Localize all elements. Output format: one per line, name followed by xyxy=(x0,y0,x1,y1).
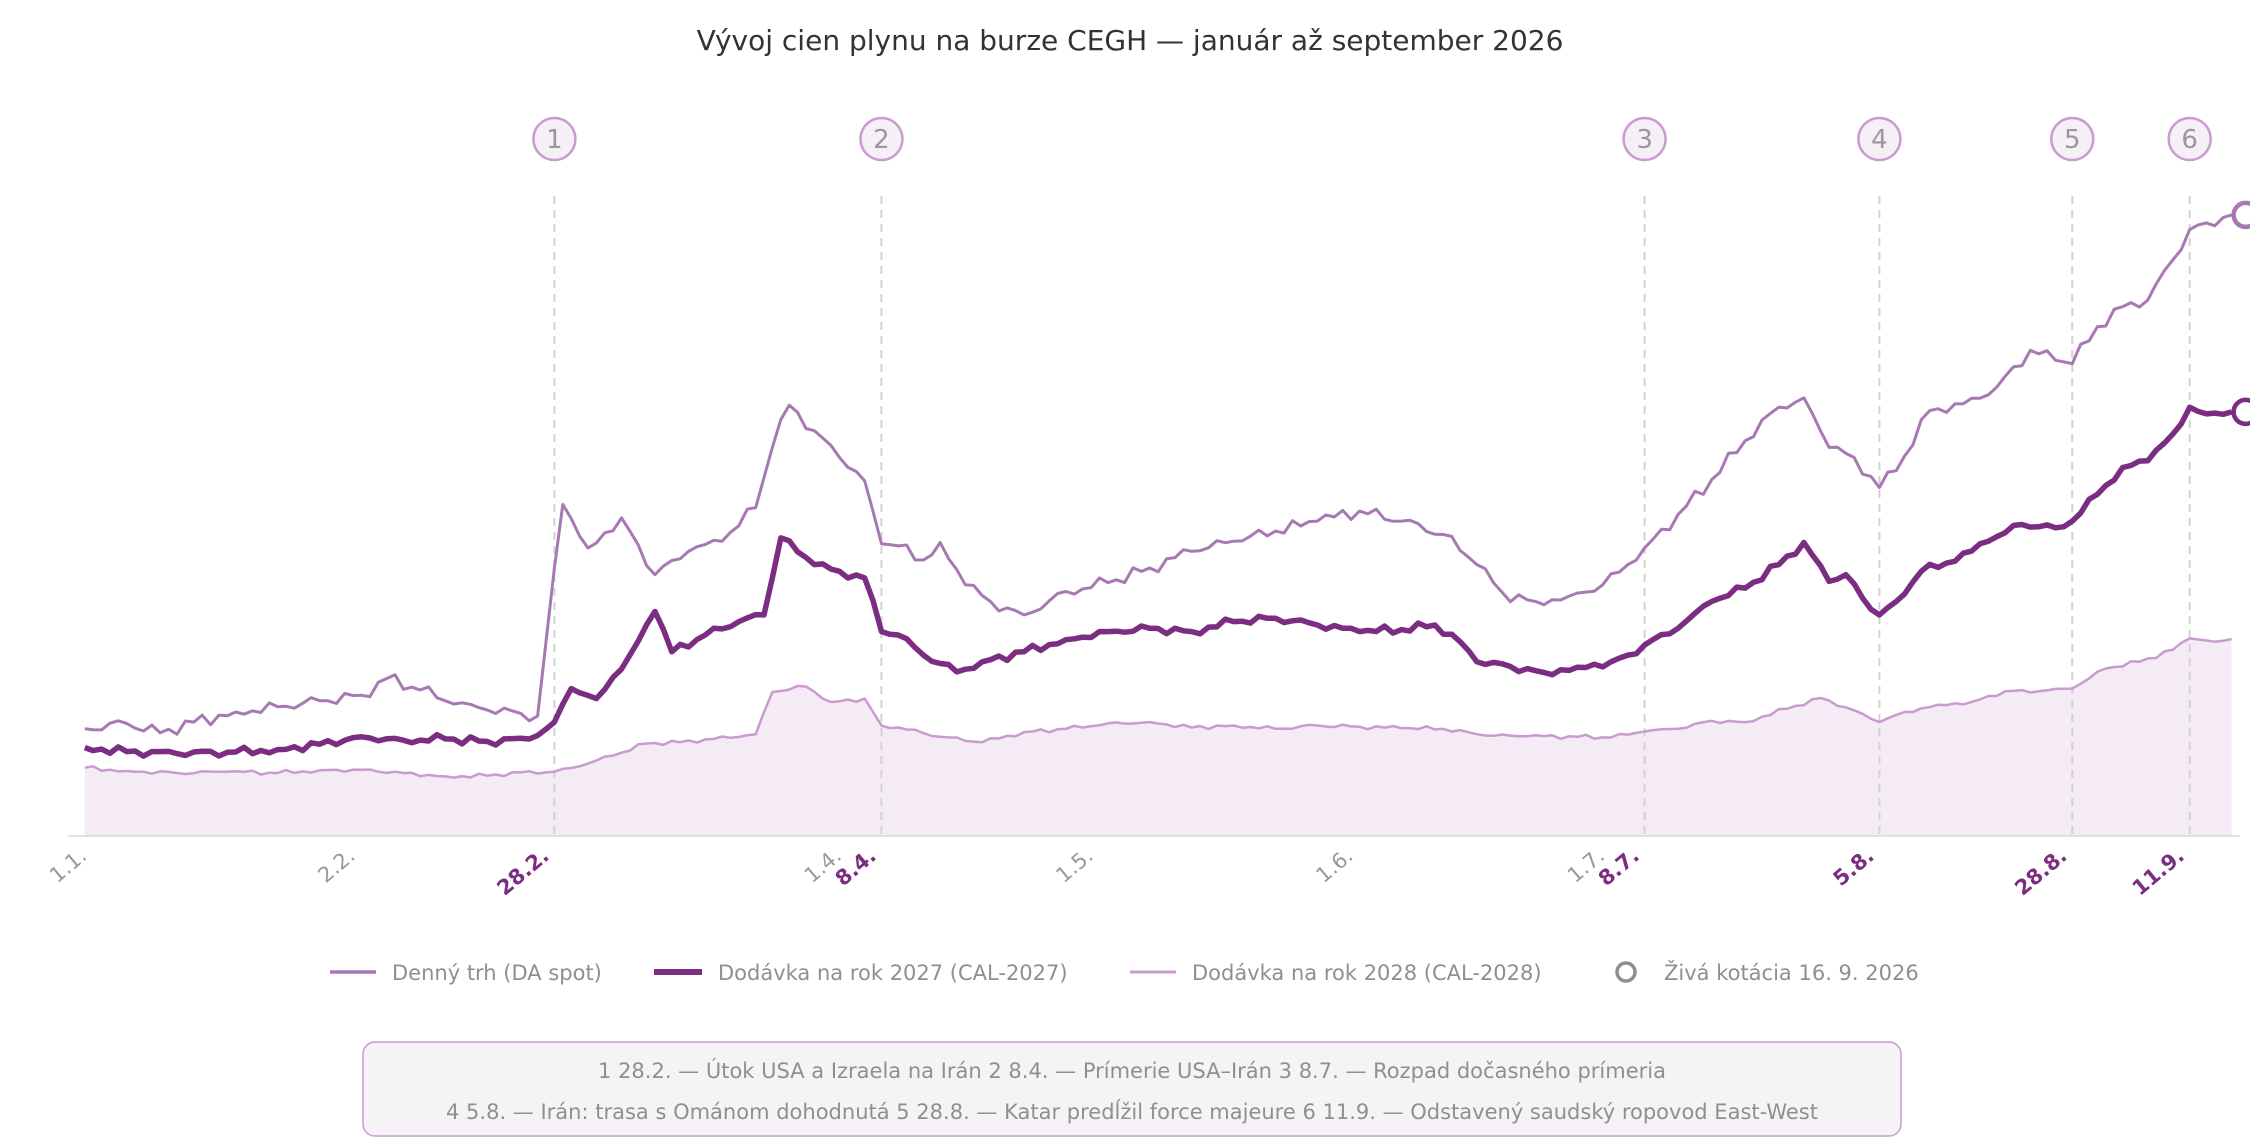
event-marker-number-3: 3 xyxy=(1636,125,1653,155)
event-marker-number-1: 1 xyxy=(546,125,563,155)
da-spot-line xyxy=(84,213,2233,736)
event-marker-circle-1 xyxy=(532,116,577,162)
event-marker-number-6: 6 xyxy=(2181,125,2198,155)
event-notes-line-1: 1 28.2. — Útok USA a Izraela na Irán 2 8… xyxy=(598,1058,1666,1083)
month-tick-label-3: 1.5. xyxy=(1051,843,1097,887)
cal-2027-line xyxy=(83,404,2233,759)
event-tick-label-1: 28.2. xyxy=(492,843,553,900)
x-axis-ticks: 28.2. 8.4. 8.7. 5.8. 28.8. 11.9.1.1. 2.2. 1.4. 1… xyxy=(45,843,2189,900)
legend-label-live-quote: Živá kotácia 16. 9. 2026 xyxy=(1664,960,1919,985)
legend: Denný trh (DA spot) Dodávka na rok 2027 … xyxy=(330,960,1919,985)
event-marker-circle-5 xyxy=(2050,116,2095,162)
live-quote-point-da-spot xyxy=(2231,200,2250,230)
event-markers: 1 2 3 4 5 6 xyxy=(532,116,2212,162)
event-tick-label-5: 28.8. xyxy=(2010,843,2071,900)
cal-2028-line xyxy=(84,637,2232,779)
event-marker-circle-2 xyxy=(859,116,904,162)
month-tick-label-1: 2.2. xyxy=(313,843,359,887)
month-tick-label-0: 1.1. xyxy=(45,843,91,887)
legend-swatch-live-quote xyxy=(1615,961,1637,983)
legend-label-cal-2027: Dodávka na rok 2027 (CAL-2027) xyxy=(718,961,1068,985)
event-tick-label-4: 5.8. xyxy=(1829,843,1879,890)
event-lines xyxy=(553,196,2191,836)
chart-title: Vývoj cien plynu na burze CEGH — január … xyxy=(697,24,1564,57)
event-notes-line-2: 4 5.8. — Irán: trasa s Ománom dohodnutá … xyxy=(446,1099,1818,1124)
event-marker-circle-4 xyxy=(1857,116,1902,162)
live-quote-points xyxy=(2231,200,2250,427)
event-notes-box: 1 28.2. — Útok USA a Izraela na Irán 2 8… xyxy=(362,1041,1902,1137)
live-quote-point-cal-2027 xyxy=(2231,397,2250,427)
event-tick-label-6: 11.9. xyxy=(2128,843,2189,900)
legend-label-cal-2028: Dodávka na rok 2028 (CAL-2028) xyxy=(1192,961,1542,985)
plot-area xyxy=(68,196,2250,837)
cal-2028-area xyxy=(84,638,2232,836)
event-marker-number-2: 2 xyxy=(873,125,890,155)
month-tick-label-4: 1.6. xyxy=(1311,843,1357,887)
event-marker-circle-6 xyxy=(2167,116,2212,162)
event-marker-number-4: 4 xyxy=(1871,125,1888,155)
event-marker-number-5: 5 xyxy=(2064,125,2081,155)
event-marker-circle-3 xyxy=(1622,116,1667,162)
legend-label-da-spot: Denný trh (DA spot) xyxy=(392,961,602,985)
